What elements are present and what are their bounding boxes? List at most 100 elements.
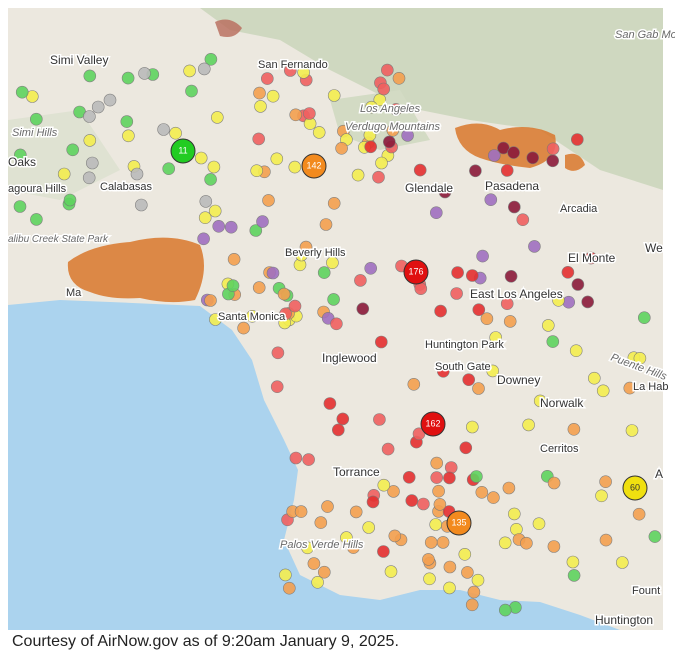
sensor-dot[interactable] bbox=[424, 536, 438, 549]
sensor-dot[interactable] bbox=[599, 475, 612, 489]
sensor-dot[interactable] bbox=[209, 313, 222, 326]
sensor-dot[interactable] bbox=[567, 422, 581, 436]
sensor-dot[interactable] bbox=[204, 173, 217, 186]
sensor-dot[interactable] bbox=[528, 240, 541, 253]
sensor-dot[interactable] bbox=[516, 213, 530, 226]
sensor-dot[interactable] bbox=[438, 185, 452, 199]
sensor-dot[interactable] bbox=[623, 381, 637, 395]
sensor-dot[interactable] bbox=[262, 194, 275, 207]
sensor-dot[interactable] bbox=[381, 442, 395, 456]
sensor-dot[interactable] bbox=[66, 143, 79, 157]
sensor-dot[interactable] bbox=[266, 266, 280, 280]
sensor-dot[interactable] bbox=[198, 211, 212, 224]
sensor-dot[interactable] bbox=[388, 529, 402, 543]
sensor-dot[interactable] bbox=[484, 193, 498, 206]
sensor-dot[interactable] bbox=[387, 485, 400, 498]
sensor-dot[interactable] bbox=[317, 565, 331, 579]
sensor-dot[interactable] bbox=[429, 206, 443, 219]
sensor-dot[interactable] bbox=[377, 82, 391, 96]
sensor-dot[interactable] bbox=[434, 304, 447, 318]
sensor-dot[interactable] bbox=[443, 581, 456, 595]
sensor-dot[interactable] bbox=[401, 129, 414, 142]
sensor-dot[interactable] bbox=[13, 200, 27, 213]
sensor-dot[interactable] bbox=[465, 598, 479, 612]
sensor-dot[interactable] bbox=[208, 204, 222, 218]
sensor-dot[interactable] bbox=[169, 126, 182, 140]
sensor-dot[interactable] bbox=[407, 377, 421, 391]
sensor-dot[interactable] bbox=[227, 252, 241, 266]
sensor-dot[interactable] bbox=[599, 533, 613, 547]
sensor-dot[interactable] bbox=[596, 384, 610, 398]
sensor-dot[interactable] bbox=[288, 299, 302, 313]
sensor-dot[interactable] bbox=[283, 64, 297, 77]
sensor-dot[interactable] bbox=[254, 100, 267, 113]
sensor-dot[interactable] bbox=[302, 453, 315, 466]
sensor-dot[interactable] bbox=[487, 149, 501, 162]
sensor-dot[interactable] bbox=[197, 232, 210, 246]
sensor-dot[interactable] bbox=[226, 279, 240, 293]
sensor-dot[interactable] bbox=[526, 151, 540, 165]
sensor-dot[interactable] bbox=[384, 565, 398, 578]
sensor-dot[interactable] bbox=[507, 200, 521, 214]
sensor-dot[interactable] bbox=[266, 89, 280, 103]
sensor-dot[interactable] bbox=[571, 278, 585, 291]
sensor-dot[interactable] bbox=[250, 164, 264, 177]
sensor-dot[interactable] bbox=[331, 423, 345, 437]
sensor-dot[interactable] bbox=[327, 293, 340, 306]
sensor-dot[interactable] bbox=[430, 471, 444, 484]
sensor-dot[interactable] bbox=[389, 103, 403, 116]
sensor-dot[interactable] bbox=[362, 521, 376, 534]
sensor-dot[interactable] bbox=[507, 146, 520, 159]
sensor-dot[interactable] bbox=[414, 282, 428, 296]
sensor-dot[interactable] bbox=[637, 311, 651, 325]
sensor-dot[interactable] bbox=[327, 89, 341, 102]
sensor-dot[interactable] bbox=[567, 569, 581, 582]
sensor-dot[interactable] bbox=[498, 536, 512, 550]
sensor-dot[interactable] bbox=[465, 420, 479, 434]
sensor-dot[interactable] bbox=[82, 171, 96, 185]
sensor-dot[interactable] bbox=[198, 62, 211, 76]
sensor-dot[interactable] bbox=[252, 281, 266, 294]
sensor-dot[interactable] bbox=[204, 52, 218, 66]
sensor-dot[interactable] bbox=[546, 142, 560, 156]
sensor-dot[interactable] bbox=[520, 536, 533, 550]
sensor-dot[interactable] bbox=[351, 168, 365, 182]
sensor-dot[interactable] bbox=[584, 251, 598, 265]
sensor-dot[interactable] bbox=[288, 160, 302, 174]
sensor-dot[interactable] bbox=[314, 516, 328, 529]
sensor-dot[interactable] bbox=[546, 335, 560, 348]
sensor-dot[interactable] bbox=[364, 261, 378, 275]
sensor-dot[interactable] bbox=[211, 111, 224, 124]
sensor-dot[interactable] bbox=[430, 456, 444, 470]
sensor-dot[interactable] bbox=[356, 302, 370, 316]
sensor-dot[interactable] bbox=[632, 507, 646, 521]
sensor-dot[interactable] bbox=[122, 129, 135, 143]
sensor-dot[interactable] bbox=[15, 85, 29, 99]
monitor[interactable] bbox=[170, 138, 196, 164]
sensor-dot[interactable] bbox=[29, 112, 43, 126]
sensor-dot[interactable] bbox=[412, 427, 426, 441]
sensor-dot[interactable] bbox=[402, 470, 416, 484]
sensor-dot[interactable] bbox=[392, 72, 406, 85]
sensor-dot[interactable] bbox=[405, 494, 419, 507]
sensor-dot[interactable] bbox=[569, 344, 583, 358]
sensor-dot[interactable] bbox=[467, 585, 481, 599]
sensor-dot[interactable] bbox=[260, 72, 274, 85]
sensor-dot[interactable] bbox=[121, 71, 135, 85]
sensor-dot[interactable] bbox=[461, 566, 474, 579]
sensor-dot[interactable] bbox=[327, 197, 341, 210]
sensor-dot[interactable] bbox=[500, 164, 514, 177]
sensor-dot[interactable] bbox=[57, 167, 71, 181]
sensor-dot[interactable] bbox=[253, 86, 266, 100]
sensor-dot[interactable] bbox=[375, 156, 388, 170]
sensor-dot[interactable] bbox=[330, 317, 343, 331]
sensor-dot[interactable] bbox=[366, 495, 380, 509]
sensor-dot[interactable] bbox=[13, 148, 27, 162]
sensor-dot[interactable] bbox=[307, 557, 321, 570]
sensor-dot[interactable] bbox=[451, 266, 464, 279]
sensor-dot[interactable] bbox=[249, 224, 263, 237]
sensor-dot[interactable] bbox=[541, 319, 555, 332]
sensor-dot[interactable] bbox=[372, 170, 385, 184]
sensor-dot[interactable] bbox=[138, 67, 151, 80]
sensor-dot[interactable] bbox=[444, 461, 458, 474]
